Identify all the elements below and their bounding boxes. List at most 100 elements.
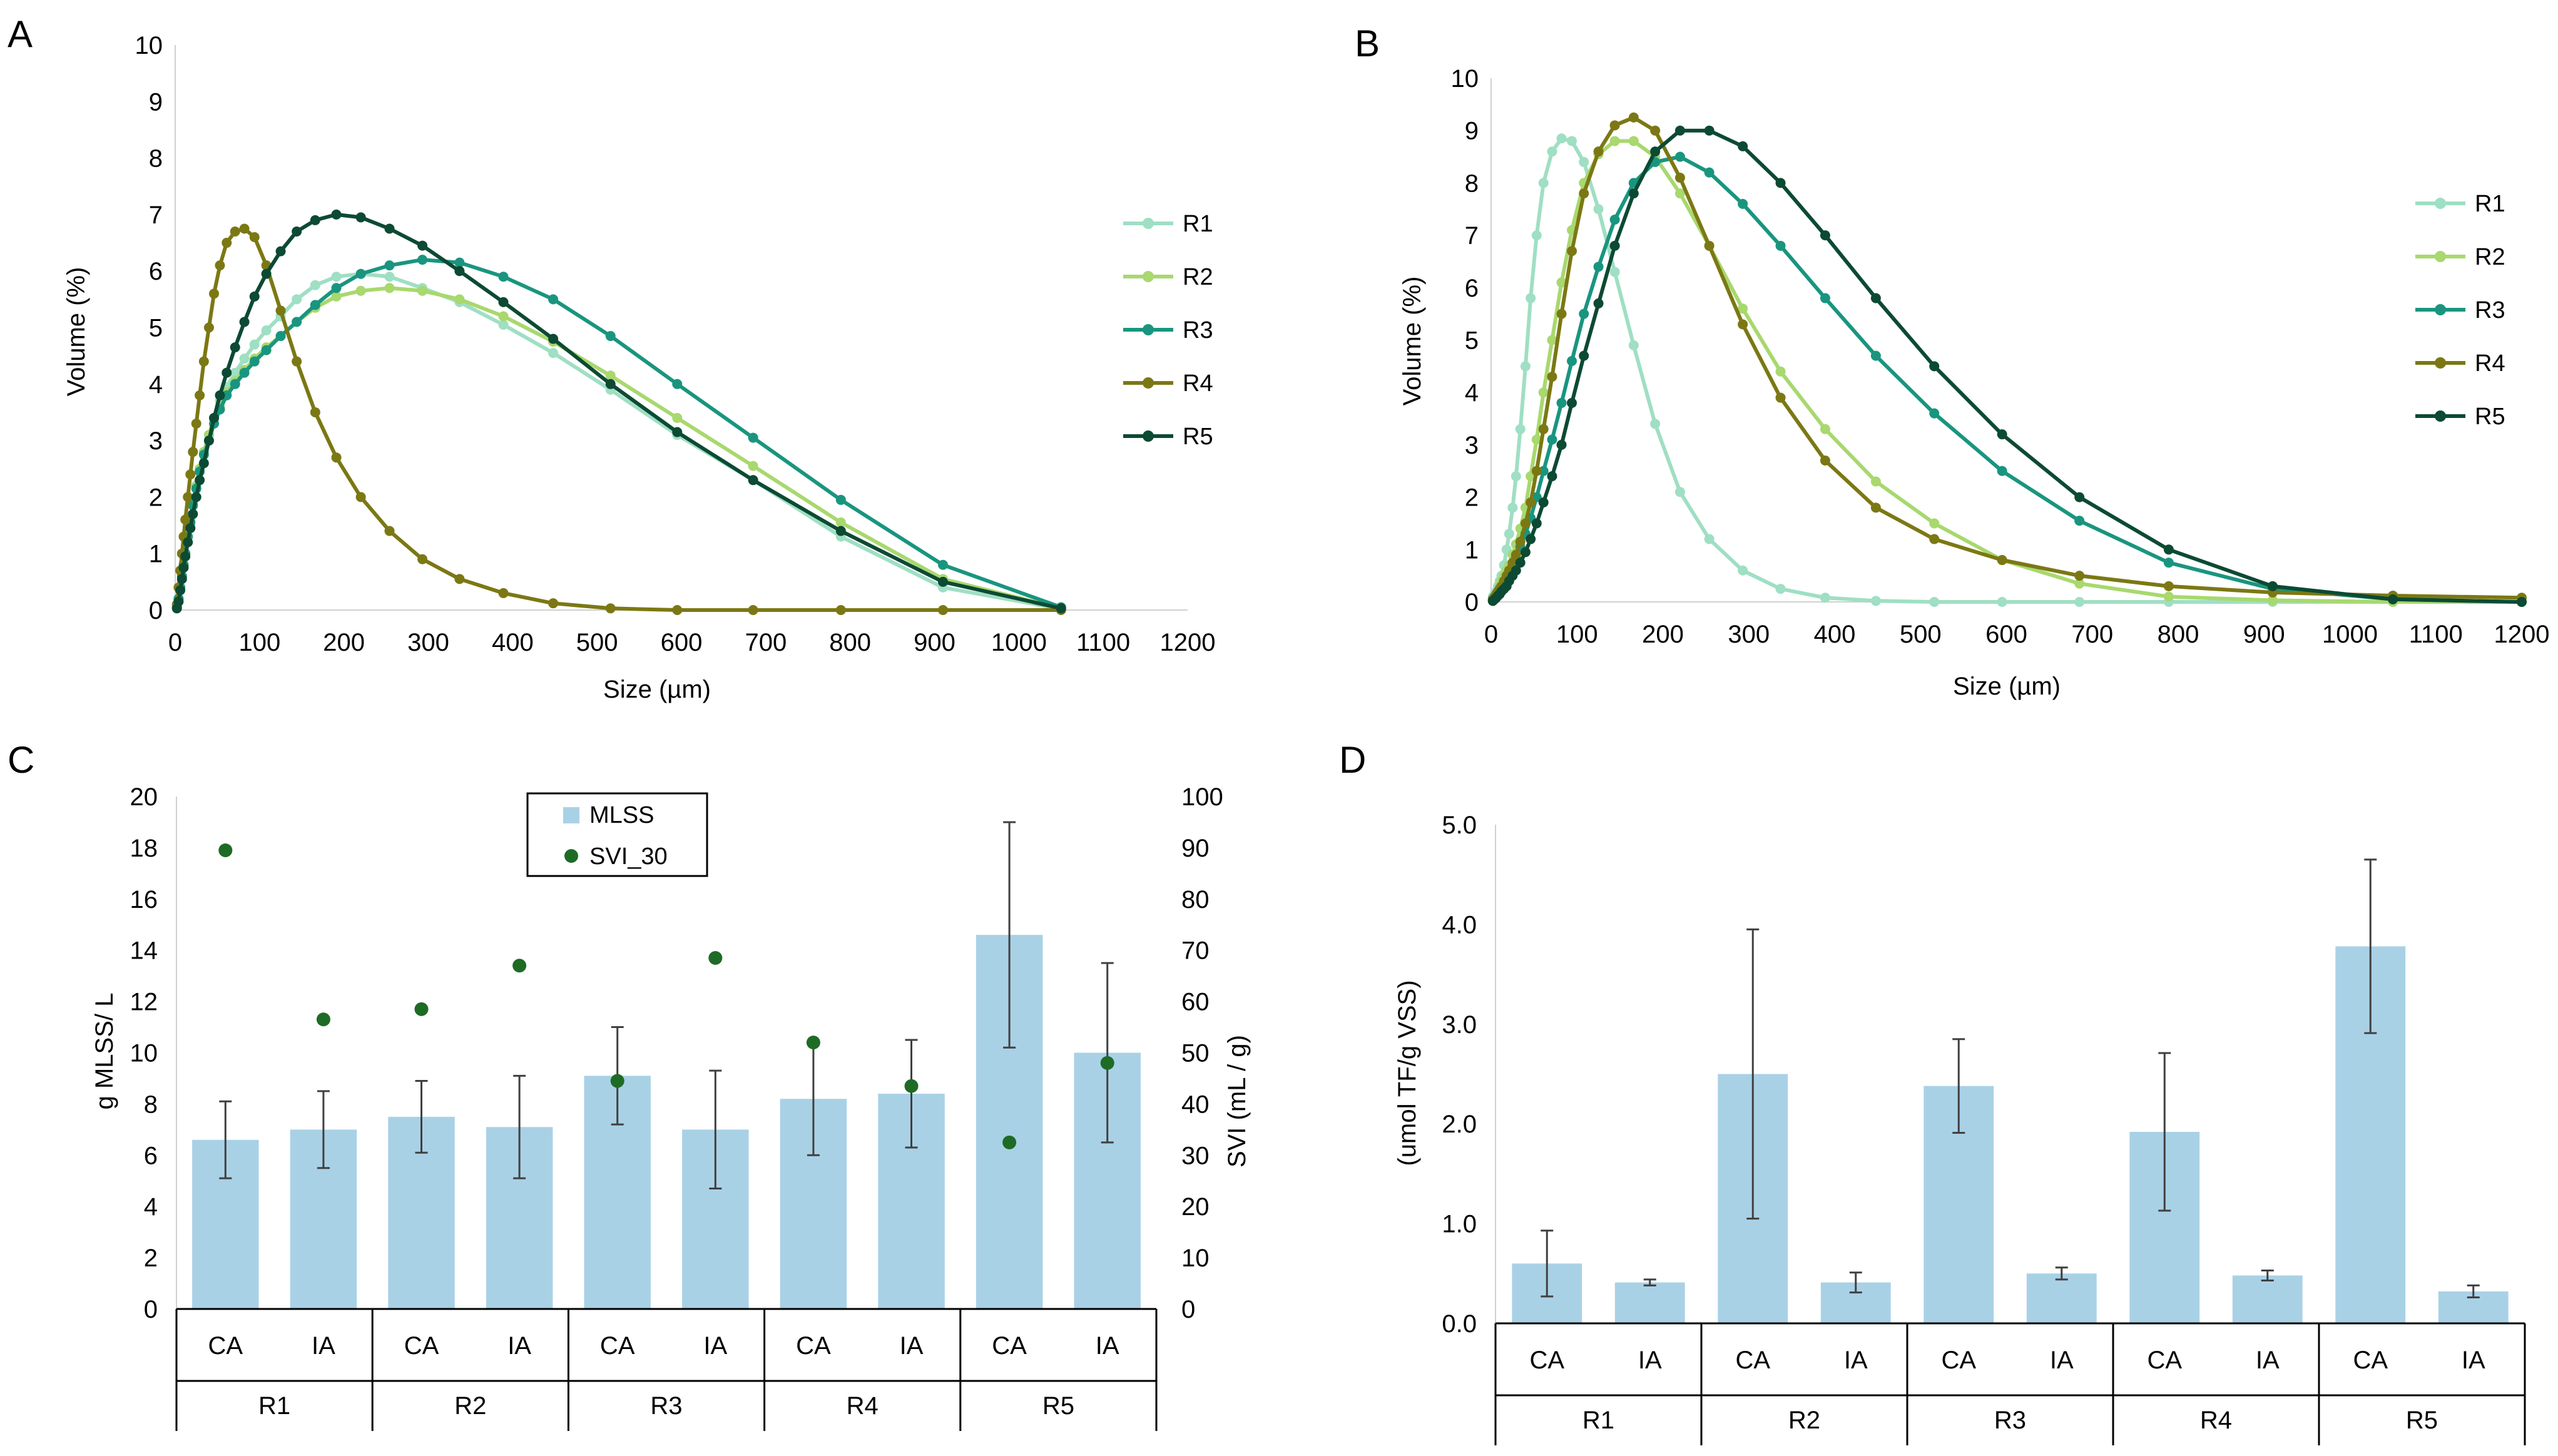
panel-c-ytick-right: 0 (1181, 1296, 1195, 1323)
panel-b-series-r3-point (1870, 350, 1881, 361)
panel-b-series-r5-point (1674, 125, 1685, 136)
panel-d-bar-chart: 0.0 1.0 2.0 3.0 4.0 5.0 CA IA CA IA CA IA CA IA CA IA R… (1394, 812, 2526, 1445)
panel-b-legend-label-r1: R1 (2475, 191, 2505, 217)
panel-b-series-r5-point (1526, 534, 1536, 544)
panel-c-ytick: 14 (130, 937, 158, 965)
panel-b-series-r1-point (1704, 534, 1715, 544)
panel-b-legend-label-r4: R4 (2475, 350, 2505, 377)
panel-a-series-r5-point (310, 215, 320, 225)
panel-d-group-label: R3 (1994, 1407, 2026, 1434)
panel-a-series-r4-point (180, 514, 191, 525)
panel-a-series-r3-point (331, 283, 342, 293)
panel-a-ytick: 5 (149, 315, 163, 342)
panel-a-series-r1-point (261, 325, 272, 336)
panel-b-series-r4-point (1704, 240, 1715, 251)
panel-b-series-r1-point (1579, 156, 1589, 167)
panel-a-ytick: 1 (149, 541, 163, 568)
panel-a-legend-marker-r4 (1143, 377, 1154, 389)
panel-b-series-r5-point (1567, 397, 1577, 408)
panel-a-xtick: 600 (661, 629, 703, 656)
panel-a-series-r3-point (355, 268, 366, 279)
panel-c-category-label: CA (404, 1332, 439, 1360)
panel-b-series-r1-point (1674, 487, 1685, 497)
panel-b-series-r4-point (1775, 392, 1786, 403)
panel-b-xtick: 900 (2243, 621, 2285, 648)
panel-d-group-label: R1 (1582, 1407, 1614, 1434)
panel-c-group-label: R4 (847, 1392, 879, 1420)
panel-c-group-label: R1 (258, 1392, 290, 1420)
panel-b-series-r2-point (1538, 387, 1549, 398)
panel-a-series-r4-point (417, 554, 428, 564)
panel-b-series-r5-point (1820, 230, 1830, 241)
panel-b-series-r5-point (2267, 581, 2278, 591)
panel-b-series-r2-point (1820, 424, 1830, 434)
panel-c-ytick-right: 40 (1181, 1091, 1210, 1118)
panel-b-series-r5-point (1547, 471, 1557, 482)
panel-d-bar (1614, 1282, 1685, 1323)
panel-a-series-r5-point (748, 475, 758, 486)
panel-b-series-r1-point (1593, 204, 1604, 215)
panel-b-series-r5-point (1609, 240, 1620, 251)
panel-d-category-label: IA (1638, 1347, 1662, 1374)
panel-a-series-r4-point (222, 238, 232, 248)
panel-d-ytick: 0.0 (1442, 1310, 1477, 1338)
panel-b-legend-label-r2: R2 (2475, 244, 2505, 270)
panel-b-ytick: 1 (1465, 536, 1479, 564)
legend-svi-marker (564, 849, 578, 863)
panel-a-series-r3-point (384, 260, 395, 271)
panel-b-series-r5-line (1491, 128, 2522, 604)
panel-b-ytick: 5 (1465, 327, 1479, 355)
panel-a-series-r3-point (937, 559, 948, 570)
panel-c-category-label: IA (900, 1332, 924, 1360)
panel-a-series-r5-point (498, 297, 509, 307)
panel-a-xlabel: Size (µm) (603, 676, 711, 703)
panel-a-series-r5-point (173, 596, 184, 607)
panel-a-series-r3-point (672, 379, 683, 389)
panel-b-series-r3-point (1929, 408, 1940, 419)
panel-a-series-r4-point (203, 322, 214, 333)
panel-c-ytick-right: 90 (1181, 835, 1210, 862)
panel-c-legend-box (526, 792, 708, 877)
panel-c-svi-point (1100, 1056, 1114, 1070)
panel-a-series-r2-point (331, 291, 342, 302)
panel-b-series-r5-point (1520, 547, 1531, 557)
panel-c-ytick: 20 (130, 783, 158, 811)
panel-b-xtick: 100 (1556, 621, 1598, 648)
panel-a-series-r5-point (835, 526, 846, 536)
panel-a-series-r3-point (292, 317, 302, 327)
panel-c-category-label: IA (703, 1332, 727, 1360)
panel-c-ytick-right: 50 (1181, 1040, 1210, 1067)
panel-a-legend-marker-r2 (1143, 271, 1154, 282)
panel-a-series-r3-point (417, 255, 428, 265)
panel-a-series-r5-point (355, 212, 366, 223)
panel-a-series-r5-point (203, 435, 214, 446)
panel-b-series-r5-point (1650, 146, 1661, 157)
panel-a-series-r5-point (249, 291, 260, 302)
panel-b-legend-marker-r5 (2435, 410, 2446, 422)
panel-b-series-r4-point (1507, 557, 1518, 568)
panel-d-ytick: 3.0 (1442, 1011, 1477, 1039)
panel-b-series-r2-point (1870, 476, 1881, 487)
panel-a-series-r2-point (748, 461, 758, 471)
panel-c-ytick: 16 (130, 886, 158, 914)
panel-b-legend-marker-r2 (2435, 251, 2446, 262)
panel-a-xtick: 1100 (1076, 629, 1130, 656)
panel-a-series-r4-point (198, 356, 209, 367)
panel-a-series-r1-point (548, 348, 559, 359)
panel-a-series-r5-point (191, 492, 201, 502)
panel-b-series-r2-point (2267, 595, 2278, 606)
panel-a-ytick: 9 (149, 88, 163, 116)
panel-d-group-label: R2 (1788, 1407, 1820, 1434)
panel-a-series-r5-point (384, 223, 395, 234)
panel-c-svi-point (904, 1079, 919, 1093)
panel-a-legend-label-r1: R1 (1183, 211, 1213, 237)
panel-b-series-r4-point (2074, 571, 2085, 581)
panel-a-series-r4-point (239, 223, 250, 234)
panel-b-series-r4-point (1997, 555, 2007, 566)
panel-d-ylabel: (umol TF/g VSS) (1394, 980, 1421, 1166)
panel-b-series-r3-point (2163, 557, 2174, 568)
panel-c-ytick-right: 100 (1181, 783, 1223, 811)
panel-a-series-r4-point (384, 526, 395, 536)
panel-c-ytick: 12 (130, 989, 158, 1016)
